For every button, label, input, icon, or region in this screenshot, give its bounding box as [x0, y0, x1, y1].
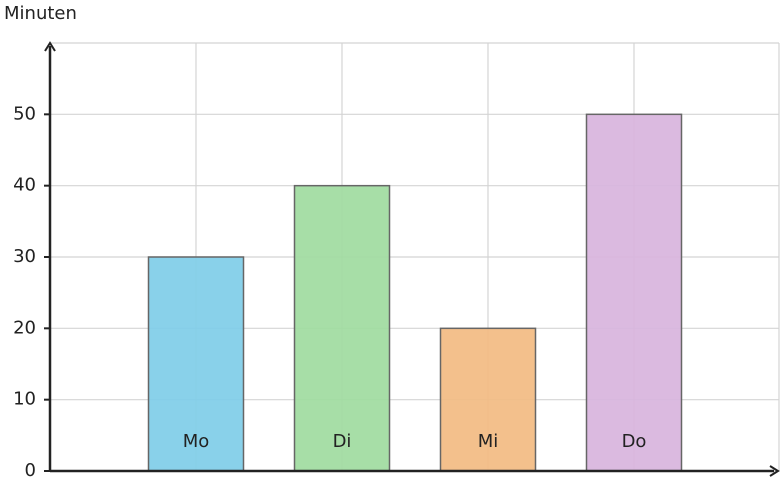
- bar: [439, 327, 537, 472]
- y-tick-label: 10: [13, 389, 36, 410]
- y-tick-label: 30: [13, 246, 36, 267]
- x-axis-arrow: [769, 465, 780, 477]
- y-tick-label: 0: [25, 460, 36, 481]
- y-tick-label: 20: [13, 317, 36, 338]
- y-tick-label: 50: [13, 103, 36, 124]
- y-axis-arrow: [44, 41, 56, 52]
- bar: [585, 113, 683, 472]
- x-tick-label: Di: [333, 431, 352, 452]
- x-tick-label: Do: [622, 431, 647, 452]
- x-tick-label: Mo: [183, 431, 210, 452]
- y-tick-label: 40: [13, 175, 36, 196]
- y-axis-label: Minuten: [4, 3, 77, 24]
- bar: [147, 256, 245, 472]
- bar: [293, 184, 391, 472]
- x-tick-label: Mi: [478, 431, 499, 452]
